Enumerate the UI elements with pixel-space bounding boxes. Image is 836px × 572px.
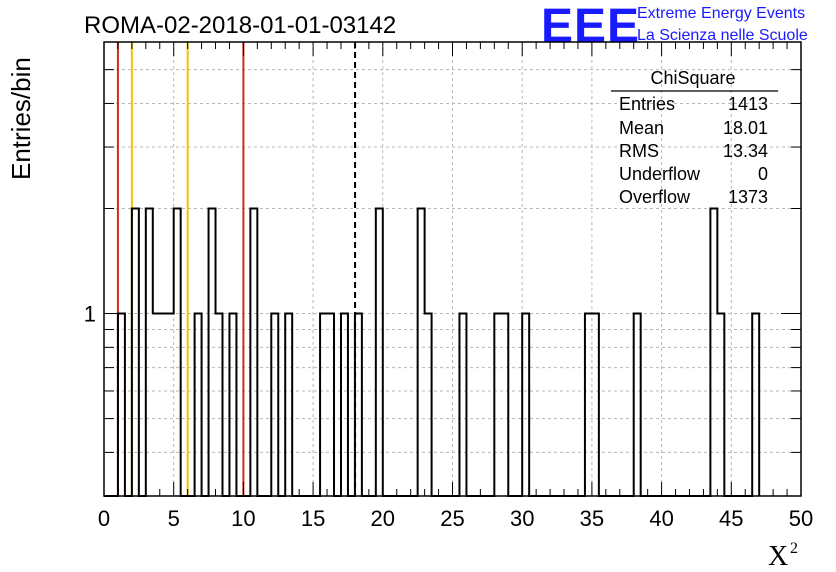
x-tick-label: 45: [719, 506, 743, 531]
x-tick-label: 15: [301, 506, 325, 531]
x-axis-label-base: X: [768, 541, 788, 572]
stats-label-entries: Entries: [619, 94, 675, 114]
x-tick-label: 25: [440, 506, 464, 531]
stats-value-underflow: 0: [758, 164, 768, 184]
histogram-bar: [494, 314, 501, 496]
x-tick-label: 40: [649, 506, 673, 531]
histogram-bar: [229, 314, 236, 496]
y-axis-label: Entries/bin: [6, 57, 36, 180]
stats-value-mean: 18.01: [723, 118, 768, 138]
x-tick-label: 0: [98, 506, 110, 531]
histogram-bar: [216, 314, 223, 496]
x-axis-label-superscript: 2: [790, 540, 798, 557]
histogram-bar: [752, 314, 759, 496]
histogram-bar: [717, 314, 724, 496]
histogram-bar: [160, 314, 167, 496]
stats-value-rms: 13.34: [723, 141, 768, 161]
y-tick-label: 1: [84, 302, 96, 327]
stats-title: ChiSquare: [650, 68, 735, 88]
histogram-bar: [459, 314, 466, 496]
histogram-bar: [320, 314, 327, 496]
axis-tick-labels: 0 5 10 15 20 25 30 35 40 45 50 1: [84, 302, 813, 531]
histogram-bar: [271, 314, 278, 496]
stats-label-overflow: Overflow: [619, 187, 691, 207]
x-tick-label: 20: [371, 506, 395, 531]
x-tick-label: 50: [789, 506, 813, 531]
histogram-bar: [195, 314, 202, 496]
histogram-bar: [425, 314, 432, 496]
histogram-bar: [167, 314, 174, 496]
eee-logo-mark: EEE: [541, 0, 640, 53]
histogram-bar: [285, 314, 292, 496]
stats-value-overflow: 1373: [728, 187, 768, 207]
stats-box: ChiSquare Entries 1413 Mean 18.01 RMS 13…: [611, 68, 778, 207]
x-axis-label: X 2: [768, 540, 798, 572]
x-tick-label: 5: [168, 506, 180, 531]
stats-label-underflow: Underflow: [619, 164, 701, 184]
histogram-bar: [634, 314, 641, 496]
histogram-bar: [327, 314, 334, 496]
x-tick-label: 10: [231, 506, 255, 531]
histogram-outline: [104, 207, 761, 497]
x-tick-label: 35: [580, 506, 604, 531]
x-tick-label: 30: [510, 506, 534, 531]
stats-label-rms: RMS: [619, 141, 659, 161]
histogram-bar: [585, 314, 592, 496]
stats-label-mean: Mean: [619, 118, 664, 138]
histogram-bar: [153, 314, 160, 496]
stats-value-entries: 1413: [728, 94, 768, 114]
eee-logo-line1: Extreme Energy Events: [637, 5, 805, 22]
histogram-bar: [341, 314, 348, 496]
axis-ticks: [103, 42, 802, 496]
chart-title: ROMA-02-2018-01-01-03142: [84, 12, 396, 39]
eee-logo: EEE Extreme Energy Events La Scienza nel…: [541, 0, 808, 53]
eee-logo-line2: La Scienza nelle Scuole: [637, 27, 808, 44]
histogram-bar: [592, 314, 599, 496]
histogram-bar: [118, 314, 125, 496]
histogram-bar: [522, 314, 529, 496]
histogram-bar: [501, 314, 508, 496]
